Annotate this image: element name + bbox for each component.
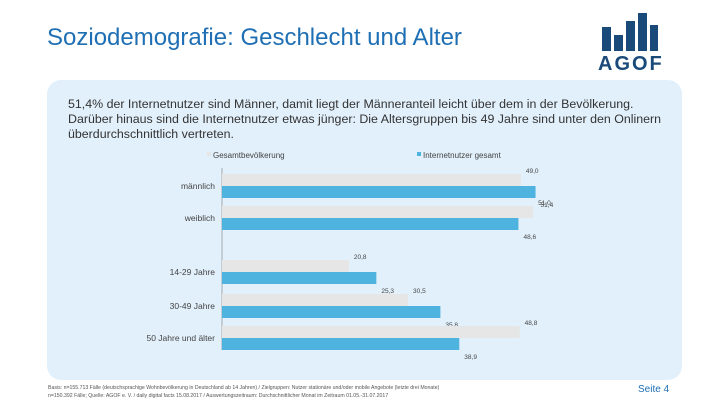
category-label-14-29-jahre: 14-29 Jahre [170,267,216,277]
bar-internetnutzer-männlich [222,186,536,198]
legend-swatch-1 [207,152,211,156]
footnote-line-1: Basis: n=155.713 Fälle (deutschsprachige… [48,385,440,391]
data-label-internetnutzer-30-49-jahre: 35,8 [445,322,458,329]
bar-internetnutzer-14-29-jahre [222,272,377,284]
agof-logo-text: AGOF [598,53,664,75]
footnote-line-2: n=150.392 Fälle; Quelle: AGOF e. V. / da… [48,393,389,399]
legend-label-1: Gesamtbevölkerung [213,151,285,160]
bar-gesamtbevoelkerung-30-49-jahre [222,294,409,306]
data-label-gesamtbevoelkerung-30-49-jahre: 30,5 [413,288,426,295]
bar-gesamtbevoelkerung-14-29-jahre [222,260,349,272]
data-label-internetnutzer-weiblich: 48,6 [523,234,536,241]
legend-label-2: Internetnutzer gesamt [423,151,502,160]
page-title: Soziodemografie: Geschlecht und Alter [47,24,462,51]
bar-gesamtbevoelkerung-50-jahre-und-älter [222,326,520,338]
data-label-internetnutzer-männlich: 51,4 [541,202,554,209]
data-label-internetnutzer-14-29-jahre: 25,3 [381,288,394,295]
category-label-30-49-jahre: 30-49 Jahre [170,301,216,311]
data-label-gesamtbevoelkerung-50-jahre-und-älter: 48,8 [525,320,538,327]
intro-text: 51,4% der Internetnutzer sind Männer, da… [68,97,662,141]
bar-internetnutzer-30-49-jahre [222,306,441,318]
page-number: Seite 4 [638,384,670,395]
category-label-50-jahre-und-älter: 50 Jahre und älter [146,333,215,343]
agof-logo-bars [602,13,658,51]
bar-gesamtbevoelkerung-weiblich [222,206,534,218]
category-label-weiblich: weiblich [184,213,216,223]
legend-swatch-2 [417,152,421,156]
data-label-internetnutzer-50-jahre-und-älter: 38,9 [464,354,477,361]
category-label-männlich: männlich [181,181,215,191]
bar-gesamtbevoelkerung-männlich [222,174,521,186]
data-label-gesamtbevoelkerung-14-29-jahre: 20,8 [354,254,367,261]
data-label-gesamtbevoelkerung-weiblich: 51,0 [538,200,551,207]
bar-internetnutzer-weiblich [222,218,519,230]
agof-logo: AGOF [598,11,664,75]
bar-internetnutzer-50-jahre-und-älter [222,338,460,350]
data-label-gesamtbevoelkerung-männlich: 49,0 [526,168,539,175]
footnote: Basis: n=155.713 Fälle (deutschsprachige… [48,384,608,400]
